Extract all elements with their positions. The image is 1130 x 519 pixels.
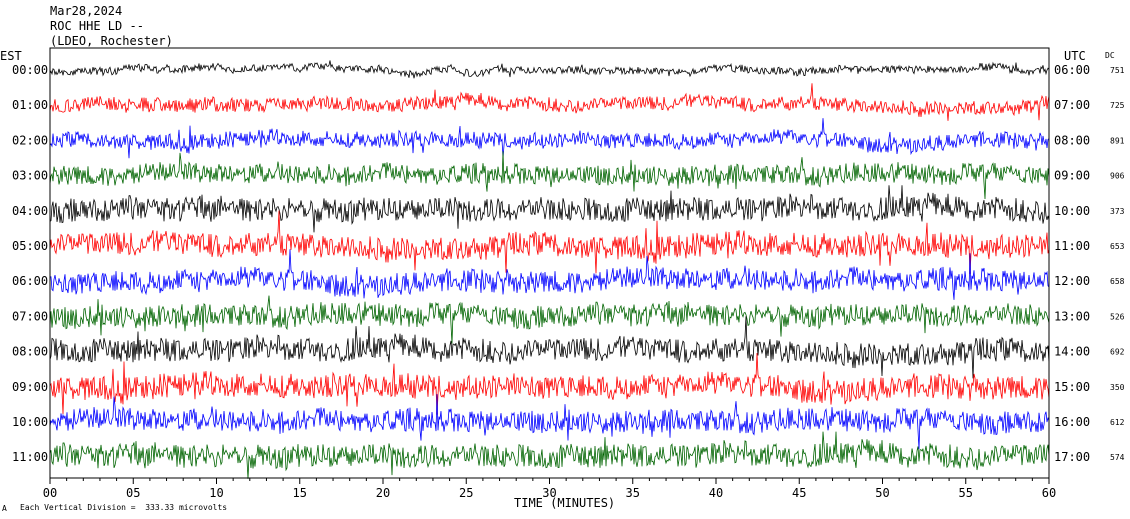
plot-frame (49, 47, 1050, 479)
trace-hour-5 (49, 210, 1050, 274)
dc-column-label: DC (1105, 51, 1115, 60)
trace-hour-11 (49, 431, 1050, 479)
x-tick-label: 50 (875, 486, 889, 500)
right-hour-label: 16:00 (1054, 415, 1090, 429)
trace-hour-4 (49, 185, 1050, 233)
x-tick-label: 30 (542, 486, 556, 500)
x-tick-label: 10 (209, 486, 223, 500)
x-tick-label: 00 (43, 486, 57, 500)
trace-hour-0 (49, 60, 1050, 79)
trace-hour-9 (49, 352, 1050, 415)
dc-value: 906 (1110, 172, 1125, 181)
right-hour-label: 14:00 (1054, 345, 1090, 359)
right-hour-label: 07:00 (1054, 98, 1090, 112)
left-hour-label: 09:00 (12, 380, 48, 394)
x-tick-label: 55 (959, 486, 973, 500)
trace-group (49, 60, 1050, 479)
x-tick-label: 05 (126, 486, 140, 500)
right-hour-label: 13:00 (1054, 309, 1090, 323)
x-tick-group: 00 05 10 15 20 25 30 35 40 45 50 55 60 (43, 478, 1056, 500)
left-hour-label: 08:00 (12, 345, 48, 359)
x-tick-label: 15 (293, 486, 307, 500)
left-hour-label: 07:00 (12, 309, 48, 323)
dc-value: 751 (1110, 66, 1125, 75)
left-hour-label: 11:00 (12, 450, 48, 464)
dc-value: 373 (1110, 207, 1125, 216)
dc-value: 725 (1110, 101, 1125, 110)
date-label: Mar28,2024 (50, 4, 123, 18)
dc-value: 653 (1110, 242, 1125, 251)
x-axis-label: TIME (MINUTES) (514, 496, 616, 510)
trace-hour-8 (49, 316, 1050, 379)
x-tick-label: 45 (792, 486, 806, 500)
trace-hour-10 (49, 394, 1050, 450)
left-hour-label: 06:00 (12, 274, 48, 288)
left-hour-label: 04:00 (12, 204, 48, 218)
dc-value: 350 (1110, 383, 1125, 392)
right-hour-label: 08:00 (1054, 133, 1090, 147)
x-tick-label: 40 (709, 486, 723, 500)
right-hour-label: 10:00 (1054, 204, 1090, 218)
dc-value: 692 (1110, 348, 1125, 357)
right-hour-label: 09:00 (1054, 169, 1090, 183)
dc-value: 612 (1110, 418, 1125, 427)
left-hour-label: 03:00 (12, 169, 48, 183)
dc-value: 658 (1110, 277, 1125, 286)
right-hour-label: 15:00 (1054, 380, 1090, 394)
network-label: (LDEO, Rochester) (50, 34, 173, 48)
logo-mark: A (2, 504, 7, 513)
right-hour-label: 12:00 (1054, 274, 1090, 288)
x-tick-label: 25 (459, 486, 473, 500)
left-timezone-label: EST (0, 49, 22, 63)
trace-hour-2 (49, 118, 1050, 159)
dc-value: 526 (1110, 312, 1125, 321)
left-hour-label: 02:00 (12, 133, 48, 147)
right-hour-label: 11:00 (1054, 239, 1090, 253)
left-hour-label: 10:00 (12, 415, 48, 429)
x-tick-label: 35 (626, 486, 640, 500)
dc-value: 574 (1110, 453, 1125, 462)
scale-note: Each Vertical Division = 333.33 microvol… (20, 503, 228, 512)
trace-hour-3 (49, 151, 1050, 200)
right-timezone-label: UTC (1064, 49, 1086, 63)
right-hour-label: 06:00 (1054, 63, 1090, 77)
left-hour-label: 00:00 (12, 63, 48, 77)
trace-hour-1 (49, 83, 1050, 121)
dc-value: 891 (1110, 136, 1125, 145)
hour-label-group: 00:00 06:00 751 01:00 07:00 725 02:00 08:00 891 0… (12, 63, 1125, 464)
trace-hour-7 (49, 295, 1050, 344)
left-hour-label: 05:00 (12, 239, 48, 253)
x-tick-label: 60 (1042, 486, 1056, 500)
station-label: ROC HHE LD -- (50, 19, 144, 33)
right-hour-label: 17:00 (1054, 450, 1090, 464)
left-hour-label: 01:00 (12, 98, 48, 112)
x-tick-label: 20 (376, 486, 390, 500)
trace-hour-6 (49, 249, 1050, 300)
